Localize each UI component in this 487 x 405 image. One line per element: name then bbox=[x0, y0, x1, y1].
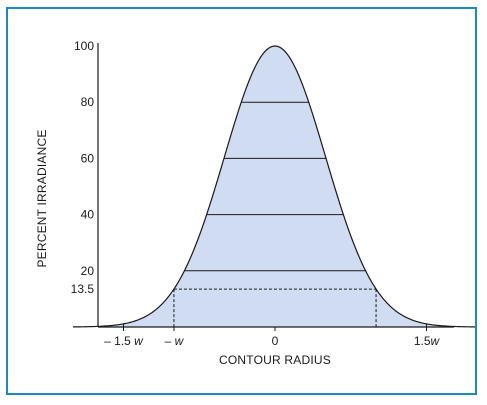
y-tick-label-100: 100 bbox=[74, 39, 94, 53]
area-fill bbox=[73, 46, 475, 327]
y-tick-label-20: 20 bbox=[81, 264, 95, 278]
y-tick-label-13-5: 13.5 bbox=[71, 282, 95, 296]
x-tick-label: – 1.5 w bbox=[104, 334, 144, 348]
y-tick-label-40: 40 bbox=[81, 208, 95, 222]
x-tick-label: 1.5w bbox=[414, 334, 441, 348]
x-tick-label: 0 bbox=[272, 334, 279, 348]
irradiance-chart: 100 80 60 40 20 13.5 – 1.5 w – w 0 1.5w CONTOUR RA… bbox=[35, 39, 475, 367]
gaussian-curve bbox=[72, 45, 475, 328]
y-axis-title: PERCENT IRRADIANCE bbox=[35, 129, 49, 267]
chart-frame: 100 80 60 40 20 13.5 – 1.5 w – w 0 1.5w CONTOUR RA… bbox=[6, 7, 477, 395]
x-axis-title: CONTOUR RADIUS bbox=[219, 353, 331, 367]
y-tick-label-80: 80 bbox=[81, 95, 95, 109]
x-tick-label: – w bbox=[165, 334, 185, 348]
y-tick-label-60: 60 bbox=[81, 151, 95, 165]
